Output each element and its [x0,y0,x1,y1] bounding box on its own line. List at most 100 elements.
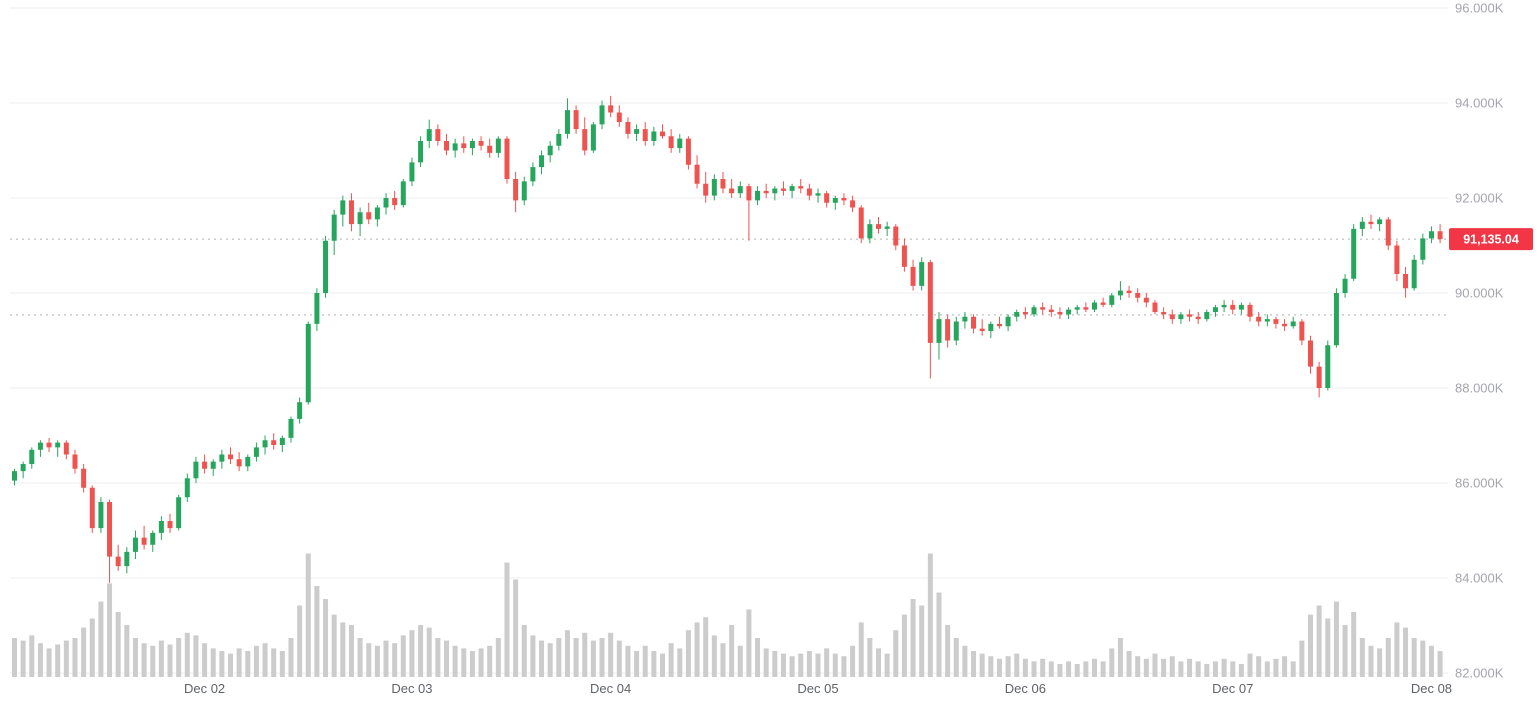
volume-bar [1264,661,1270,677]
candle-up [357,212,363,225]
candle-up [245,456,251,467]
candle-up [184,478,190,498]
candle-down [1057,312,1063,315]
volume-bar [167,644,173,677]
candle-down [901,245,907,267]
y-tick-label: 90.000K [1455,286,1504,301]
candle-down [1143,297,1149,303]
candle-down [979,328,985,331]
volume-bar [521,625,527,677]
volume-bar [1092,658,1097,677]
last-price-tag: 91,135.04 [1449,228,1533,251]
candle-up [331,214,337,241]
volume-bar [435,638,441,677]
candle-up [1005,316,1011,327]
volume-bar [988,656,994,677]
volume-bar [150,645,156,677]
volume-bar [876,648,881,677]
candle-up [936,319,942,343]
price-axis[interactable]: 96.000K 94.000K 92.000K 90.000K 88.000K 86.00… [1455,1,1504,681]
candle-up [1420,238,1426,260]
candle-down [487,145,493,153]
volume-bar [504,562,510,677]
candle-down [435,129,441,141]
volume-bar [193,635,199,677]
grid-lines [10,7,1448,674]
volume-bar [1031,661,1037,677]
candle-down [366,212,372,220]
volume-bar [1057,664,1063,677]
candle-down [1368,221,1374,225]
candle-up [711,179,717,196]
x-tick-label: Dec 04 [590,681,631,696]
volume-bar [1428,645,1434,677]
candle-down [876,224,881,229]
volume-bar [418,625,424,677]
candle-down [444,141,449,151]
y-tick-label: 94.000K [1455,96,1504,111]
volume-bar [996,658,1002,677]
volume-bar [89,618,95,677]
volume-bars [12,553,1443,677]
candle-down [1282,323,1288,327]
candle-down [1135,293,1141,298]
volume-bar [46,648,52,677]
volume-bar [461,648,467,677]
volume-bar [867,638,873,677]
volume-bar [815,653,821,677]
candle-down [824,193,830,203]
candle-up [1377,219,1383,225]
candle-up [884,226,890,229]
volume-bar [530,635,536,677]
volume-bar [1014,653,1020,677]
candle-down [642,129,648,141]
volume-bar [1420,640,1426,677]
candle-down [1126,290,1132,293]
volume-bar [426,627,432,677]
candle-down [1273,319,1279,324]
volume-bar [1316,605,1322,677]
volume-bar [228,653,233,677]
candle-up [297,402,303,419]
volume-bar [1282,656,1288,677]
candle-up [530,167,536,182]
volume-bar [755,638,761,677]
candle-up [1221,304,1227,308]
volume-bar [288,638,294,677]
candle-down [729,188,735,194]
candle-up [37,442,43,450]
volume-bar [763,648,769,677]
volume-bar [513,579,519,677]
candle-down [1316,366,1322,388]
candle-down [1230,304,1236,310]
candle-down [1022,312,1028,315]
candle-down [89,487,95,529]
volume-bar [945,625,951,677]
volume-bar [1005,656,1011,677]
candle-up [1351,228,1357,279]
volume-bar [107,583,113,677]
volume-bar [685,630,691,677]
time-axis[interactable]: Dec 02 Dec 03 Dec 04 Dec 05 Dec 06 Dec 07 Dec … [184,681,1452,696]
candle-up [1428,231,1434,239]
volume-bar [469,651,475,677]
candle-up [495,138,501,153]
y-tick-label: 96.000K [1455,1,1504,16]
candle-up [383,198,389,208]
volume-bar [348,625,354,677]
candle-down [478,141,484,146]
volume-bar [729,625,735,677]
candle-up [1074,307,1080,310]
volume-bar [452,645,458,677]
volume-bar [599,638,605,677]
candle-down [694,164,700,184]
candle-down [1083,307,1089,310]
candle-down [348,200,354,225]
volume-bar [29,635,35,677]
candle-up [1092,302,1097,310]
volume-bar [1368,645,1374,677]
volume-bar [884,653,890,677]
candle-down [850,200,856,208]
